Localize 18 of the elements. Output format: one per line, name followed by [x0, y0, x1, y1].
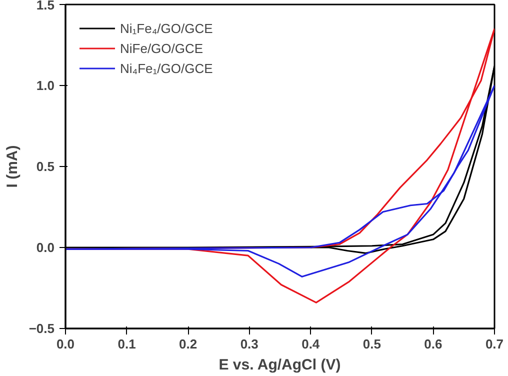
legend-label: Ni₁Fe₄/GO/GCE [120, 20, 213, 36]
x-tick-label: 0.3 [240, 336, 258, 352]
legend-label: Ni₄Fe₁/GO/GCE [120, 60, 213, 76]
x-axis-title: E vs. Ag/AgCl (V) [218, 356, 341, 374]
x-tick-label: 0.0 [56, 336, 75, 352]
y-tick-label: 1.5 [36, 0, 55, 12]
legend-label: NiFe/GO/GCE [120, 40, 204, 56]
x-tick-label: 0.1 [118, 336, 136, 352]
y-tick-label: 1.0 [36, 78, 55, 93]
x-tick-label: 0.5 [362, 336, 381, 352]
x-tick-label: 0.7 [485, 336, 504, 352]
y-tick-label: 0.0 [36, 240, 55, 255]
x-tick-label: 0.6 [424, 336, 442, 352]
x-tick-label: 0.4 [302, 336, 320, 352]
y-axis-title: I (mA) [4, 145, 21, 188]
x-tick-label: 0.2 [179, 336, 198, 352]
y-tick-label: −0.5 [28, 321, 55, 336]
y-tick-label: 0.5 [36, 159, 55, 174]
